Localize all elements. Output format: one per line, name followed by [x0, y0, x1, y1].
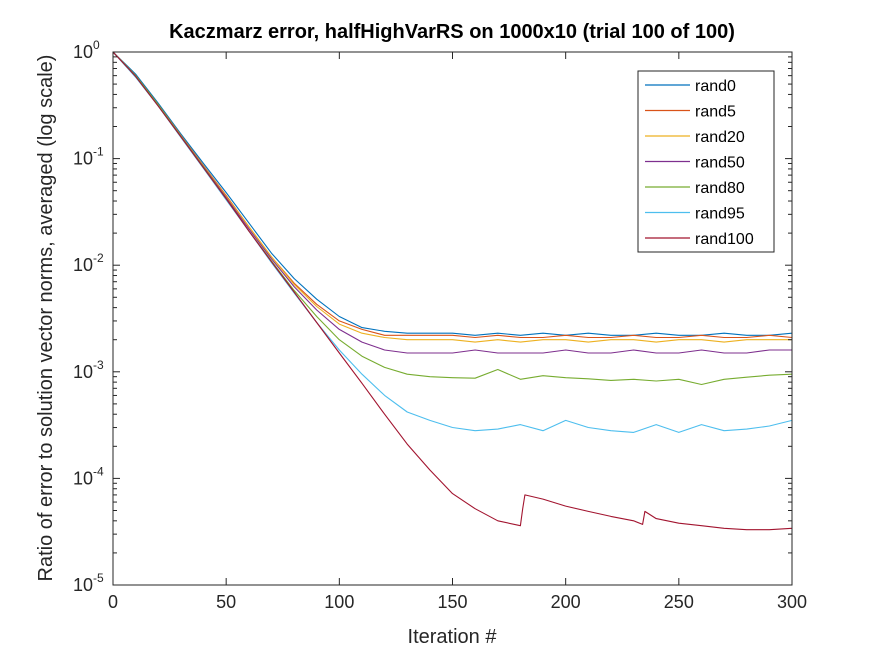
y-tick-label: 10-4	[73, 464, 104, 488]
legend-label-rand5: rand5	[695, 104, 736, 121]
series-line-rand100	[112, 51, 793, 531]
x-tick-label: 150	[437, 592, 467, 612]
x-tick-label: 0	[108, 592, 118, 612]
y-tick-exponent: -2	[93, 251, 104, 265]
y-tick-exponent: -1	[93, 145, 104, 159]
y-tick-base: 10	[73, 362, 93, 382]
y-tick-exponent: -4	[93, 464, 104, 478]
x-axis-label: Iteration #	[408, 626, 498, 648]
series-layer	[112, 51, 793, 531]
y-tick-base: 10	[73, 575, 93, 595]
legend-label-rand100: rand100	[695, 231, 754, 248]
x-tick-label: 250	[664, 592, 694, 612]
y-tick-label: 10-3	[73, 358, 104, 382]
y-tick-label: 10-5	[73, 571, 104, 595]
y-tick-base: 10	[73, 149, 93, 169]
y-tick-base: 10	[73, 468, 93, 488]
legend: rand0 rand5 rand20 rand50 rand80 rand95 rand10…	[637, 70, 775, 253]
series-line-rand5	[112, 51, 793, 339]
series-line-rand50	[112, 51, 792, 354]
y-tick-exponent: 0	[93, 38, 100, 52]
legend-label-rand80: rand80	[695, 180, 745, 197]
y-tick-label: 10-2	[73, 251, 104, 275]
y-tick-exponent: -3	[93, 358, 104, 372]
y-tick-base: 10	[73, 255, 93, 275]
y-axis-label: Ratio of error to solution vector norms,…	[35, 55, 57, 582]
chart-title: Kaczmarz error, halfHighVarRS on 1000x10…	[169, 21, 735, 43]
x-axis-ticks: 0 50 100 150 200 250 300	[108, 52, 807, 612]
x-tick-label: 200	[551, 592, 581, 612]
series-line-rand0	[112, 51, 793, 336]
legend-label-rand0: rand0	[695, 78, 736, 95]
legend-label-rand95: rand95	[695, 206, 745, 223]
y-tick-label: 10-1	[73, 145, 104, 169]
x-tick-label: 50	[216, 592, 236, 612]
legend-label-rand50: rand50	[695, 155, 745, 172]
series-line-rand20	[112, 51, 792, 343]
legend-label-rand20: rand20	[695, 129, 745, 146]
y-tick-label: 100	[73, 38, 100, 62]
x-tick-label: 300	[777, 592, 807, 612]
legend-items: rand0 rand5 rand20 rand50 rand80 rand95 rand10…	[645, 78, 754, 248]
series-line-rand95	[112, 51, 793, 433]
y-tick-base: 10	[73, 42, 93, 62]
x-tick-label: 100	[324, 592, 354, 612]
y-tick-exponent: -5	[93, 571, 104, 585]
